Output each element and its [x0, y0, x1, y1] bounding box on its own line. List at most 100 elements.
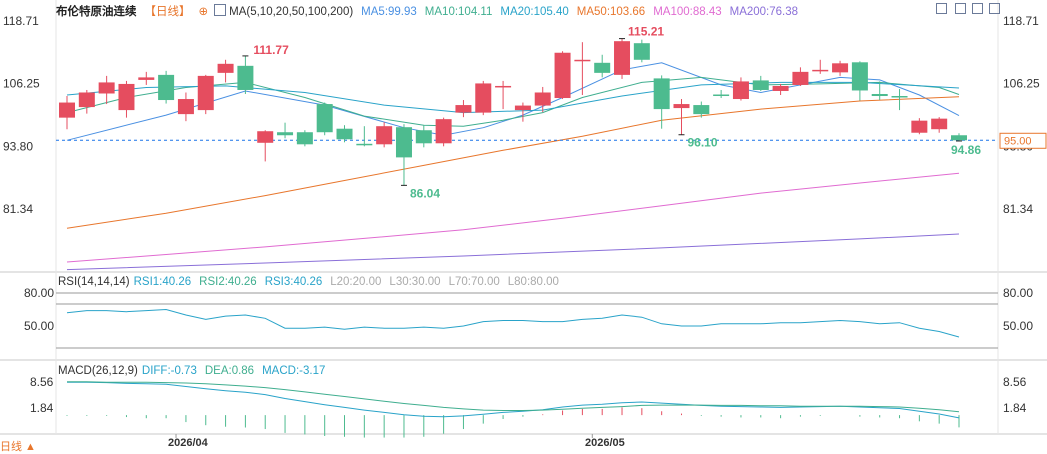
- candle-body: [316, 104, 333, 133]
- candle-body: [772, 85, 789, 91]
- annotation-high: 111.77: [253, 43, 289, 57]
- candle-body: [78, 92, 95, 108]
- crosshair-icon[interactable]: [936, 3, 947, 14]
- date-label-may: 2026/05: [585, 437, 625, 449]
- candle-body: [951, 135, 967, 141]
- candle-body: [257, 131, 274, 143]
- rsi-tick-left: 80.00: [24, 286, 54, 300]
- ma-value-1: MA10:104.11: [424, 6, 493, 18]
- candle-body: [911, 120, 928, 133]
- rsi-tick-right: 80.00: [1003, 286, 1033, 300]
- last-price-label: 95.00: [1004, 135, 1032, 147]
- ma-line-ma100: [66, 172, 960, 263]
- y-tick-left: 106.25: [3, 77, 40, 91]
- macd-value-1: DEA:0.86: [204, 365, 255, 377]
- macd-label: MACD(26,12,9): [58, 365, 138, 377]
- candle-body: [455, 105, 472, 113]
- candle-body: [376, 126, 393, 145]
- annotation-low: 94.86: [951, 143, 981, 157]
- rsi-value-4: L30:30.00: [389, 276, 441, 288]
- main-chart-header: 布伦特原油连续 【日线】 ⊕ MA(5,10,20,50,100,200) MA5:99…: [56, 3, 814, 19]
- rsi-tick-right: 50.00: [1003, 319, 1033, 333]
- rsi-value-5: L70:70.00: [448, 276, 500, 288]
- period-label[interactable]: 【日线】: [144, 6, 191, 18]
- ma-value-4: MA100:88.43: [653, 6, 722, 18]
- candle-body: [177, 99, 194, 115]
- y-tick-left: 118.71: [3, 14, 39, 28]
- instrument-name: 布伦特原油连续: [56, 6, 137, 18]
- candle-body: [296, 132, 313, 145]
- split-icon[interactable]: [972, 3, 983, 14]
- ma-line-ma5: [66, 62, 960, 141]
- candle-body: [514, 105, 531, 111]
- macd-tick-right: 8.56: [1003, 375, 1027, 389]
- candle-body: [871, 93, 888, 97]
- candle-body: [336, 128, 353, 140]
- macd-tick-left: 1.84: [30, 401, 54, 415]
- candle-body: [197, 75, 214, 111]
- candle-body: [217, 63, 234, 73]
- candle-body: [138, 77, 155, 80]
- last-price-box: [999, 132, 1047, 149]
- annotation-low: 96.10: [687, 136, 717, 150]
- zoom-icon[interactable]: [955, 3, 966, 14]
- candle-body: [633, 43, 650, 60]
- candle-body: [693, 105, 710, 115]
- candle-body: [415, 130, 432, 144]
- ma-value-5: MA200:76.38: [729, 6, 799, 18]
- candle-body: [732, 81, 749, 100]
- candle-body: [673, 104, 690, 109]
- ma-line-ma50: [66, 96, 960, 229]
- date-label-april: 2026/04: [168, 437, 208, 449]
- candle-body: [475, 83, 492, 113]
- rsi-value-3: L20:20.00: [330, 276, 382, 288]
- candle-body: [713, 94, 730, 97]
- macd-tick-right: 1.84: [1003, 401, 1027, 415]
- y-tick-right: 118.71: [1003, 14, 1039, 28]
- candle-body: [931, 118, 948, 130]
- rsi-value-6: L80:80.00: [507, 276, 559, 288]
- annotation-low: 86.04: [410, 186, 440, 200]
- candle-body: [812, 69, 829, 72]
- candle-body: [832, 63, 849, 73]
- macd-diff-line: [67, 381, 960, 419]
- candle-body: [495, 85, 512, 88]
- ma-value-0: MA5:99.93: [361, 6, 417, 18]
- candle-body: [237, 65, 254, 90]
- candle-body: [614, 41, 631, 75]
- y-tick-left: 93.80: [3, 139, 33, 153]
- period-switch-button[interactable]: 日线 ▲: [0, 438, 54, 453]
- rsi-header: RSI(14,14,14) RSI1:40.26 RSI2:40.26 RSI3:40…: [58, 276, 575, 288]
- candle-body: [534, 92, 551, 106]
- macd-tick-left: 8.56: [30, 375, 54, 389]
- rsi-tick-left: 50.00: [24, 319, 54, 333]
- macd-dea-line: [67, 381, 960, 413]
- candle-body: [891, 96, 908, 98]
- macd-value-2: MACD:-3.17: [262, 365, 326, 377]
- candle-body: [752, 80, 769, 90]
- candle-body: [158, 74, 175, 101]
- candle-body: [356, 143, 373, 146]
- candle-body: [435, 119, 452, 144]
- rsi-value-2: RSI3:40.26: [264, 276, 323, 288]
- macd-value-0: DIFF:-0.73: [141, 365, 197, 377]
- checkbox-icon[interactable]: [214, 4, 227, 16]
- candle-body: [98, 82, 115, 94]
- candle-body: [594, 62, 611, 73]
- y-tick-right: 81.34: [1003, 202, 1033, 216]
- y-tick-right: 106.25: [1003, 77, 1040, 91]
- ma-line-ma200: [66, 233, 960, 271]
- rsi-value-0: RSI1:40.26: [133, 276, 192, 288]
- rsi-label: RSI(14,14,14): [58, 276, 130, 288]
- macd-header: MACD(26,12,9) DIFF:-0.73 DEA:0.86 MACD:-3.1…: [58, 365, 341, 377]
- candle-body: [851, 62, 868, 91]
- candle-body: [395, 127, 412, 158]
- annotation-high: 115.21: [628, 25, 664, 39]
- candle-body: [59, 102, 75, 118]
- candle-body: [792, 71, 809, 85]
- rsi-line: [66, 308, 960, 338]
- plus-circle-icon[interactable]: ⊕: [198, 6, 209, 18]
- fullscreen-icon[interactable]: [989, 3, 1000, 14]
- ma-value-2: MA20:105.40: [500, 6, 569, 18]
